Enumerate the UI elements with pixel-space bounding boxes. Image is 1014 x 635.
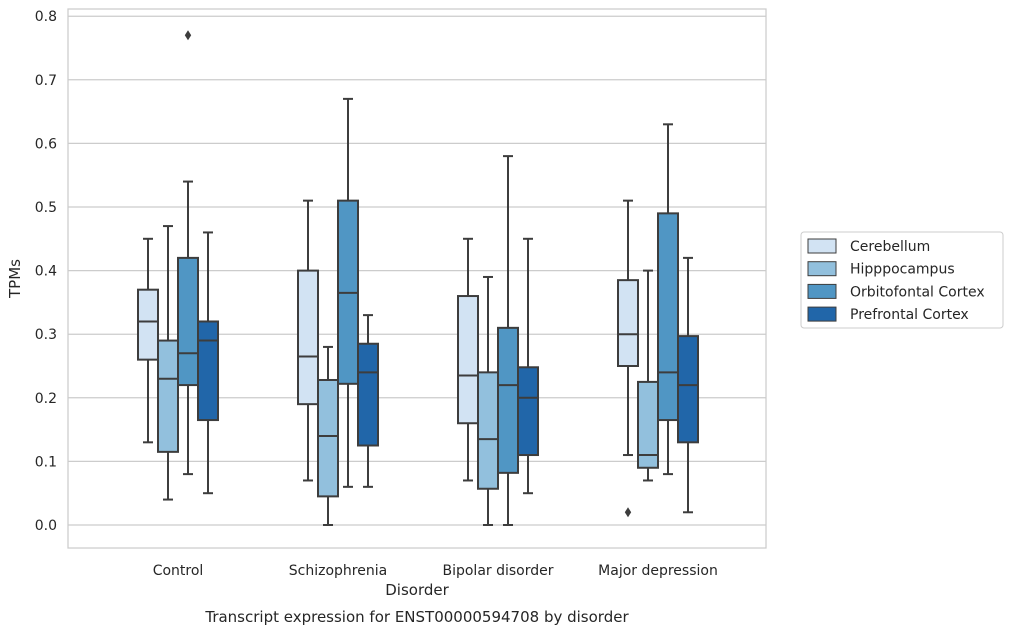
box-plot bbox=[677, 256, 699, 514]
y-axis-label: TPMs bbox=[6, 259, 24, 299]
box-plot bbox=[617, 199, 639, 518]
box bbox=[517, 366, 539, 457]
box bbox=[197, 320, 219, 422]
legend-swatch bbox=[807, 283, 837, 299]
legend-label: Hipppocampus bbox=[850, 262, 955, 278]
legend: Cerebellum Hipppocampus Orbitofontal Corte… bbox=[800, 231, 1004, 329]
box bbox=[477, 371, 499, 490]
box-plot bbox=[137, 237, 159, 444]
box-plot bbox=[197, 231, 219, 495]
y-tick-labels: 0.0 0.1 0.2 0.3 0.4 0.5 0.6 0.7 0.8 bbox=[35, 9, 57, 534]
box-plot bbox=[157, 225, 179, 501]
legend-label: Prefrontal Cortex bbox=[850, 307, 969, 323]
box bbox=[317, 378, 339, 498]
legend-swatch bbox=[807, 261, 837, 277]
y-tick-label: 0.3 bbox=[35, 327, 57, 343]
box-plot bbox=[317, 345, 339, 526]
box-plot bbox=[297, 199, 319, 482]
box-plot bbox=[337, 97, 359, 488]
x-tick-labels: Control Schizophrenia Bipolar disorder Majo… bbox=[153, 563, 718, 579]
box bbox=[357, 342, 379, 447]
box bbox=[677, 335, 699, 444]
box bbox=[137, 288, 159, 361]
box bbox=[157, 339, 179, 453]
figure-caption: Transcript expression for ENST0000059470… bbox=[204, 608, 629, 626]
y-tick-label: 0.6 bbox=[35, 136, 57, 152]
box bbox=[657, 212, 679, 422]
x-tick-label: Schizophrenia bbox=[289, 563, 387, 579]
box bbox=[177, 256, 199, 387]
y-tick-label: 0.1 bbox=[35, 454, 57, 470]
box-series bbox=[137, 30, 699, 526]
legend-frame bbox=[800, 231, 1004, 329]
box-plot bbox=[457, 237, 479, 482]
legend-label: Orbitofontal Cortex bbox=[850, 284, 985, 300]
box-plot bbox=[657, 123, 679, 476]
box bbox=[617, 279, 639, 368]
box-plot bbox=[477, 275, 499, 526]
y-tick-label: 0.2 bbox=[35, 391, 57, 407]
box-plot bbox=[357, 314, 379, 488]
outlier-point bbox=[624, 507, 632, 518]
legend-label: Cerebellum bbox=[850, 239, 930, 255]
box bbox=[457, 295, 479, 425]
box bbox=[637, 380, 659, 469]
plot-frame bbox=[67, 8, 767, 549]
y-tick-label: 0.7 bbox=[35, 73, 57, 89]
box bbox=[297, 269, 319, 406]
legend-swatch bbox=[807, 306, 837, 322]
x-tick-label: Bipolar disorder bbox=[442, 563, 553, 579]
y-tick-label: 0.0 bbox=[35, 518, 57, 534]
box bbox=[497, 326, 519, 474]
outlier-point bbox=[184, 30, 192, 41]
box-plot bbox=[517, 237, 539, 495]
legend-swatch bbox=[807, 238, 837, 254]
x-tick-label: Major depression bbox=[598, 563, 718, 579]
y-tick-label: 0.8 bbox=[35, 9, 57, 25]
x-axis-label: Disorder bbox=[385, 581, 449, 599]
x-tick-label: Control bbox=[153, 563, 204, 579]
y-tick-label: 0.4 bbox=[35, 264, 57, 280]
box-plot bbox=[637, 269, 659, 482]
y-tick-label: 0.5 bbox=[35, 200, 57, 216]
